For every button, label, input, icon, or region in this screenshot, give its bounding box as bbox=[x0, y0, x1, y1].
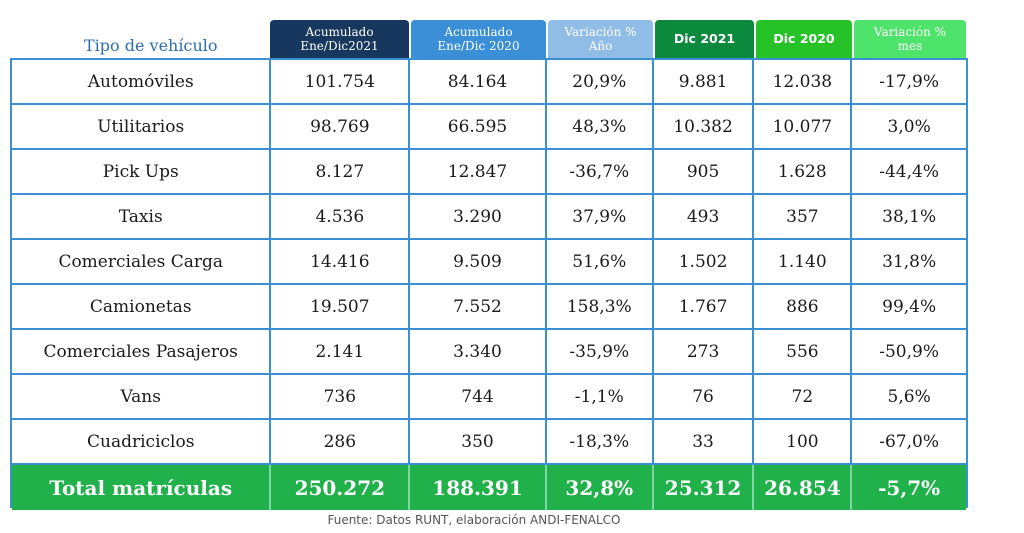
table-cell: 5,6% bbox=[887, 386, 931, 407]
column-header: Variación % Año bbox=[548, 20, 653, 58]
table-cell: 4.536 bbox=[271, 195, 411, 238]
table-cell: 72 bbox=[754, 375, 853, 418]
column-header: Acumulado Ene/Dic 2020 bbox=[411, 20, 546, 58]
table-cell: 357 bbox=[754, 195, 853, 238]
table-cell: 273 bbox=[654, 330, 755, 373]
table-cell: 98.769 bbox=[271, 105, 411, 148]
column-header-line1: Dic 2021 bbox=[673, 31, 736, 46]
column-header-line2: Ene/Dic 2020 bbox=[437, 39, 520, 53]
data-table: Automóviles 101.754 84.164 20,9% 9.881 12.038… bbox=[10, 58, 968, 510]
table-cell: 7.552 bbox=[410, 285, 547, 328]
table-cell: -5,7% bbox=[878, 475, 941, 500]
table-cell: 26.854 bbox=[754, 465, 853, 510]
table-cell: 350 bbox=[410, 420, 547, 463]
table-cell: -44,4% bbox=[879, 161, 939, 182]
table-cell: 99,4% bbox=[882, 296, 937, 317]
table-cell: 250.272 bbox=[271, 465, 411, 510]
table-cell: 905 bbox=[654, 150, 755, 193]
table-cell: 32,8% bbox=[547, 465, 654, 510]
table-cell: 1.140 bbox=[754, 240, 853, 283]
table-cell: 14.416 bbox=[271, 240, 411, 283]
row-label: Comerciales Carga bbox=[12, 240, 272, 283]
table-cell: 3.290 bbox=[410, 195, 547, 238]
table-row: Automóviles 101.754 84.164 20,9% 9.881 12.038… bbox=[12, 60, 966, 105]
row-label: Vans bbox=[12, 375, 272, 418]
column-header-line2: Año bbox=[588, 39, 613, 53]
table-cell: 9.881 bbox=[654, 60, 755, 103]
total-row: Total matrículas 250.272 188.391 32,8% 25.31… bbox=[12, 465, 966, 510]
table-cell: -50,9% bbox=[879, 341, 939, 362]
row-label: Utilitarios bbox=[12, 105, 272, 148]
column-header-line1: Acumulado bbox=[444, 25, 513, 39]
table-row: Camionetas 19.507 7.552 158,3% 1.767 886 99,4% bbox=[12, 285, 966, 330]
table-cell: -18,3% bbox=[547, 420, 654, 463]
table-row: Vans 736 744 -1,1% 76 72 5,6% bbox=[12, 375, 966, 420]
table-row: Pick Ups 8.127 12.847 -36,7% 905 1.628 -44,4% bbox=[12, 150, 966, 195]
table-cell: 38,1% bbox=[882, 206, 937, 227]
table-cell: 9.509 bbox=[410, 240, 547, 283]
table-row: Taxis 4.536 3.290 37,9% 493 357 38,1% bbox=[12, 195, 966, 240]
table-cell: 12.038 bbox=[754, 60, 853, 103]
table-cell: 33 bbox=[654, 420, 755, 463]
source-note: Fuente: Datos RUNT, elaboración ANDI-FEN… bbox=[327, 513, 621, 527]
row-label: Total matrículas bbox=[12, 465, 272, 510]
table-cell: 10.077 bbox=[754, 105, 853, 148]
row-label: Cuadriciclos bbox=[12, 420, 272, 463]
table-cell: -67,0% bbox=[879, 431, 939, 452]
row-header-label: Tipo de vehículo bbox=[84, 36, 218, 55]
column-header: Dic 2020 bbox=[756, 20, 852, 58]
table-cell: 188.391 bbox=[410, 465, 547, 510]
table-row: Comerciales Pasajeros 2.141 3.340 -35,9% 273… bbox=[12, 330, 966, 375]
table-cell: 744 bbox=[410, 375, 547, 418]
table-cell: 493 bbox=[654, 195, 755, 238]
table-cell: 100 bbox=[754, 420, 853, 463]
table-cell: 76 bbox=[654, 375, 755, 418]
table-cell: 12.847 bbox=[410, 150, 547, 193]
column-header-line1: Variación % bbox=[564, 25, 637, 39]
column-header: Acumulado Ene/Dic2021 bbox=[270, 20, 409, 58]
table-cell: 3.340 bbox=[410, 330, 547, 373]
table-cell: -35,9% bbox=[547, 330, 654, 373]
column-header-line1: Variación % bbox=[873, 25, 947, 39]
table-cell: 886 bbox=[754, 285, 853, 328]
row-label: Pick Ups bbox=[12, 150, 272, 193]
table-row: Utilitarios 98.769 66.595 48,3% 10.382 10.077… bbox=[12, 105, 966, 150]
column-header-line2: mes bbox=[897, 39, 923, 53]
row-label: Camionetas bbox=[12, 285, 272, 328]
column-header: Variación % mes bbox=[854, 20, 966, 58]
table-cell: -17,9% bbox=[879, 71, 939, 92]
table-cell: 3,0% bbox=[887, 116, 931, 137]
table-cell: 1.502 bbox=[654, 240, 755, 283]
table-cell: 286 bbox=[271, 420, 411, 463]
row-label: Taxis bbox=[12, 195, 272, 238]
column-header-line1: Acumulado bbox=[305, 25, 374, 39]
table-cell: 37,9% bbox=[547, 195, 654, 238]
table-cell: 1.628 bbox=[754, 150, 853, 193]
table-row: Comerciales Carga 14.416 9.509 51,6% 1.502 1.… bbox=[12, 240, 966, 285]
table-cell: 31,8% bbox=[882, 251, 937, 272]
table-cell: 2.141 bbox=[271, 330, 411, 373]
table-cell: 48,3% bbox=[547, 105, 654, 148]
table-row: Cuadriciclos 286 350 -18,3% 33 100 -67,0% bbox=[12, 420, 966, 465]
row-label: Comerciales Pasajeros bbox=[12, 330, 272, 373]
column-header-line1: Dic 2020 bbox=[773, 31, 835, 46]
table-cell: 736 bbox=[271, 375, 411, 418]
table-cell: 51,6% bbox=[547, 240, 654, 283]
table-cell: 20,9% bbox=[547, 60, 654, 103]
row-label: Automóviles bbox=[12, 60, 272, 103]
table-cell: 556 bbox=[754, 330, 853, 373]
table-cell: -36,7% bbox=[547, 150, 654, 193]
table-cell: 19.507 bbox=[271, 285, 411, 328]
table-cell: 84.164 bbox=[410, 60, 547, 103]
table-cell: 158,3% bbox=[547, 285, 654, 328]
table-cell: 10.382 bbox=[654, 105, 755, 148]
table-cell: -1,1% bbox=[547, 375, 654, 418]
column-header-line2: Ene/Dic2021 bbox=[300, 39, 379, 53]
column-header: Dic 2021 bbox=[655, 20, 754, 58]
table-cell: 101.754 bbox=[271, 60, 411, 103]
table-cell: 66.595 bbox=[410, 105, 547, 148]
table-cell: 25.312 bbox=[654, 465, 755, 510]
table-cell: 1.767 bbox=[654, 285, 755, 328]
table-cell: 8.127 bbox=[271, 150, 411, 193]
